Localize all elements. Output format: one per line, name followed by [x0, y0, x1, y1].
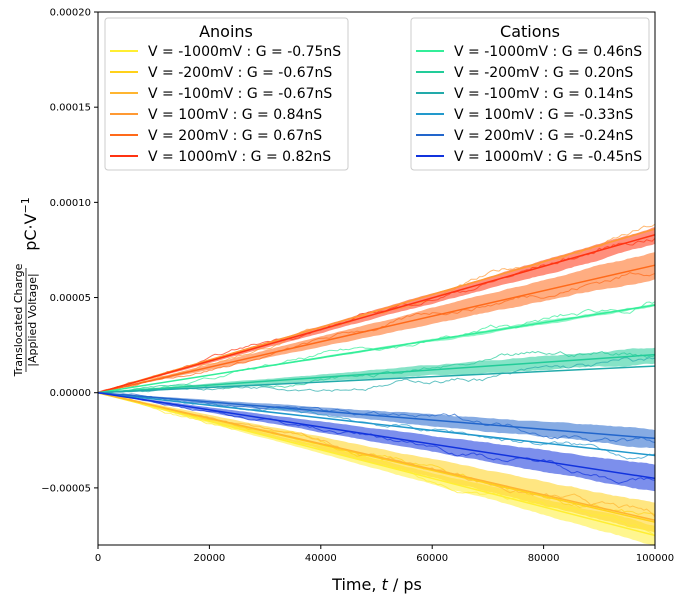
- legend-label: V = -1000mV : G = -0.75nS: [148, 44, 341, 60]
- band-anoins--1000mv: [98, 392, 655, 546]
- trajectory-cations--1000mv: [98, 301, 656, 394]
- band-cations-1000mv: [98, 392, 655, 492]
- fit-line-cations-1000mv: [97, 391, 656, 480]
- legend-cations-title: Cations: [500, 22, 560, 41]
- y-tick-label: 0.00015: [50, 103, 91, 114]
- fit-line-cations--100mv: [97, 365, 656, 394]
- y-tick-label: 0.00010: [50, 198, 91, 209]
- legend-cations-box: [410, 17, 650, 171]
- x-tick-label: 0: [95, 553, 101, 564]
- legend-anoins: Anoins V = -1000mV : G = -0.75nS V = -200…: [104, 17, 349, 171]
- x-axis-title: Time, t / ps: [331, 575, 422, 594]
- x-tick-label: 40000: [305, 553, 337, 564]
- x-tick-label: 100000: [636, 553, 674, 564]
- fit-line-cations--1000mv: [97, 304, 656, 394]
- legend-label: V = 200mV : G = 0.67nS: [148, 128, 322, 144]
- legend-label: V = 100mV : G = 0.84nS: [148, 107, 322, 123]
- x-axis-ticks: 0 20000 40000 60000 80000 100000: [95, 545, 674, 564]
- y-axis-title-unit: pC·V−1: [19, 197, 40, 251]
- legend-label: V = -200mV : G = -0.67nS: [148, 65, 332, 81]
- fit-line-cations-200mv: [97, 391, 656, 440]
- legend-cations: Cations V = -1000mV : G = 0.46nS V = -200…: [410, 17, 650, 171]
- legend-anoins-box: [104, 17, 349, 171]
- y-tick-label: 0.00000: [50, 388, 91, 399]
- fit-line-anoins-100mv: [97, 228, 656, 394]
- y-tick-label: −0.00005: [41, 483, 91, 494]
- legend-label: V = 200mV : G = -0.24nS: [454, 128, 633, 144]
- plot-area-frame: [97, 11, 656, 546]
- legend-label: V = 1000mV : G = 0.82nS: [148, 149, 331, 165]
- fit-line-anoins--1000mv: [97, 391, 656, 537]
- legend-label: V = -100mV : G = -0.67nS: [148, 86, 332, 102]
- fit-line-anoins-1000mv: [97, 233, 656, 394]
- legend-anoins-title: Anoins: [199, 22, 253, 41]
- legend-label: V = -200mV : G = 0.20nS: [454, 65, 633, 81]
- linear-fit-lines: [97, 228, 656, 537]
- y-tick-label: 0.00020: [50, 8, 91, 19]
- trajectory-anoins--1000mv: [97, 392, 656, 537]
- fit-line-cations--200mv: [97, 353, 656, 394]
- fit-line-cations-100mv: [97, 391, 656, 457]
- legend-label: V = 100mV : G = -0.33nS: [454, 107, 633, 123]
- y-axis-title-numerator: Translocated Charge: [12, 263, 25, 377]
- band-cations--200mv: [98, 347, 655, 393]
- legend-cations-entries: V = -1000mV : G = 0.46nS V = -200mV : G =…: [416, 44, 642, 165]
- x-tick-label: 20000: [193, 553, 225, 564]
- trajectory-cations--200mv: [97, 350, 656, 394]
- legend-anoins-entries: V = -1000mV : G = -0.75nS V = -200mV : G …: [110, 44, 341, 165]
- y-tick-label: 0.00005: [50, 293, 91, 304]
- x-tick-label: 60000: [416, 553, 448, 564]
- trajectory-cations-200mv: [97, 392, 656, 443]
- legend-label: V = -1000mV : G = 0.46nS: [454, 44, 642, 60]
- y-axis-title: Translocated Charge |Applied Voltage| pC…: [12, 197, 40, 377]
- legend-label: V = -100mV : G = 0.14nS: [454, 86, 633, 102]
- y-axis-ticks: −0.00005 0.00000 0.00005 0.00010 0.00015 0.00…: [41, 8, 98, 494]
- trajectory-cations-1000mv: [97, 391, 656, 484]
- y-axis-title-denominator: |Applied Voltage|: [26, 273, 39, 367]
- trajectory-anoins-200mv: [97, 272, 656, 394]
- fit-line-anoins-200mv: [97, 264, 656, 394]
- legend-label: V = 1000mV : G = -0.45nS: [454, 149, 642, 165]
- x-tick-label: 80000: [528, 553, 560, 564]
- fit-line-anoins--100mv: [97, 391, 656, 521]
- band-anoins-200mv: [98, 252, 655, 393]
